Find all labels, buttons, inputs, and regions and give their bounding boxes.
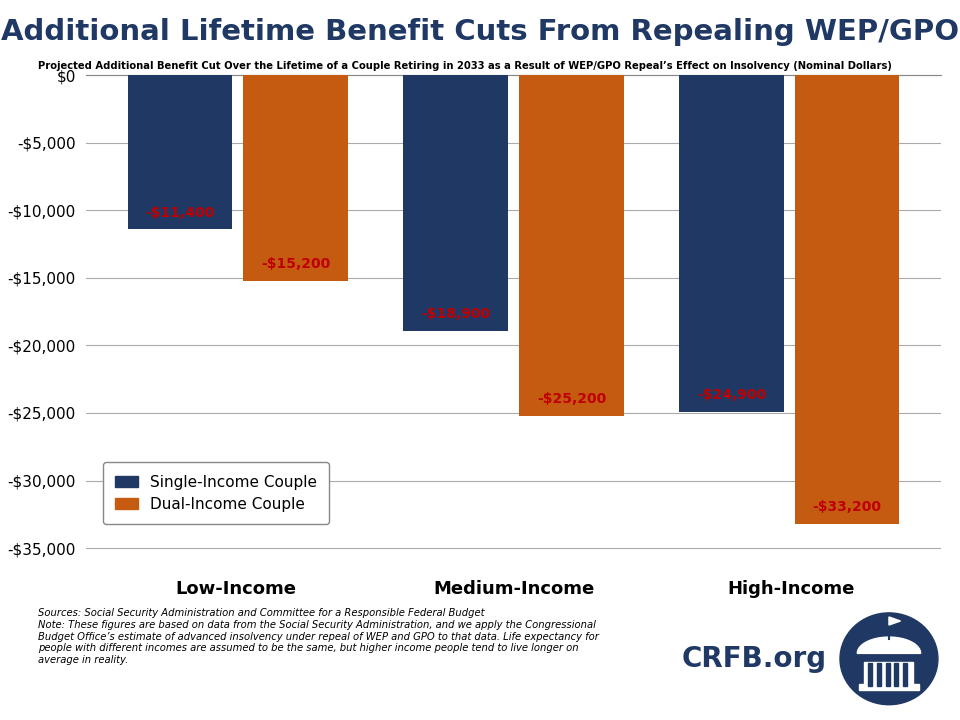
Text: Projected Additional Benefit Cut Over the Lifetime of a Couple Retiring in 2033 : Projected Additional Benefit Cut Over th… [38, 61, 892, 71]
Text: -$24,900: -$24,900 [697, 388, 766, 402]
Text: Medium-Income: Medium-Income [433, 580, 594, 598]
Text: High-Income: High-Income [728, 580, 854, 598]
Text: CRFB.org: CRFB.org [682, 645, 827, 672]
Text: Sources: Social Security Administration and Committee for a Responsible Federal : Sources: Social Security Administration … [38, 608, 599, 665]
Bar [244, 75, 348, 281]
Text: Low-Income: Low-Income [176, 580, 297, 598]
Legend: Single-Income Couple, Dual-Income Couple: Single-Income Couple, Dual-Income Couple [103, 462, 329, 524]
Text: -$15,200: -$15,200 [261, 257, 330, 271]
Bar [868, 663, 873, 685]
Text: Additional Lifetime Benefit Cuts From Repealing WEP/GPO: Additional Lifetime Benefit Cuts From Re… [1, 18, 959, 46]
Circle shape [840, 613, 938, 705]
Bar [403, 75, 508, 330]
Text: -$25,200: -$25,200 [537, 392, 606, 406]
Bar [876, 663, 881, 685]
Bar [885, 663, 890, 685]
Bar [902, 663, 907, 685]
Bar [864, 662, 913, 685]
Polygon shape [857, 637, 921, 654]
Bar [894, 663, 899, 685]
Bar [858, 685, 920, 690]
Text: -$33,200: -$33,200 [812, 500, 881, 514]
Bar [519, 75, 624, 415]
Polygon shape [889, 617, 900, 625]
Text: -$11,400: -$11,400 [146, 206, 215, 220]
Bar [795, 75, 900, 523]
Bar [679, 75, 783, 412]
Text: -$18,900: -$18,900 [421, 307, 491, 321]
Bar [128, 75, 232, 229]
